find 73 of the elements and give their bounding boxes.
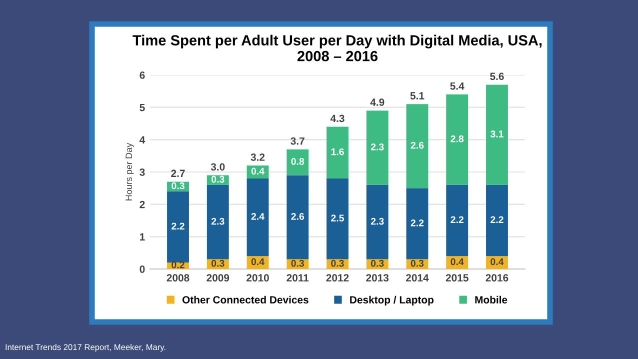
data-label: 2.2	[410, 219, 424, 226]
data-label: 2.3	[370, 143, 384, 150]
x-tick-label: 2016	[486, 274, 508, 282]
data-label: 0.3	[212, 260, 224, 267]
y-tick-label: 3	[140, 168, 145, 176]
bar	[446, 184, 468, 256]
bar	[246, 178, 269, 256]
y-tick-label: 2	[140, 200, 145, 208]
chart-title: Time Spent per Adult User per Day with Digital Media, USA, 2008 – 2016	[132, 34, 542, 62]
total-label: 3.2	[250, 154, 265, 161]
x-tick-label: 2014	[406, 274, 429, 282]
x-tick-label: 2011	[286, 274, 309, 282]
bar	[286, 175, 309, 260]
bar	[446, 94, 468, 185]
data-label: 0.4	[251, 168, 264, 175]
bar	[326, 178, 348, 260]
data-label: 2.6	[410, 142, 424, 149]
bar	[406, 188, 428, 260]
x-tick-label: 2012	[326, 274, 349, 282]
bar	[486, 84, 508, 185]
data-label: 2.5	[331, 214, 344, 222]
bar	[286, 149, 309, 176]
bar	[366, 110, 388, 185]
total-label: 4.9	[370, 98, 384, 106]
data-label: 0.2	[172, 261, 184, 268]
legend-label: Mobile	[475, 296, 508, 304]
data-label: 2.2	[490, 216, 504, 224]
x-tick-label: 2009	[206, 274, 230, 282]
data-label: 0.4	[450, 258, 464, 266]
x-tick-label: 2008	[166, 274, 190, 282]
data-label: 2.8	[450, 135, 464, 142]
data-label: 2.2	[450, 216, 464, 224]
y-axis-title: Hours per Day	[126, 142, 134, 200]
x-tick-label: 2015	[446, 274, 468, 282]
data-label: 0.3	[172, 182, 184, 190]
bar	[406, 104, 428, 188]
y-tick-label: 6	[140, 72, 145, 79]
bar	[486, 184, 508, 256]
bar	[366, 184, 388, 260]
total-label: 5.6	[490, 72, 504, 80]
x-tick-label: 2010	[246, 274, 269, 282]
data-label: 2.2	[172, 222, 184, 230]
legend-label: Other Connected Devices	[182, 296, 308, 304]
x-tick-label: 2013	[366, 274, 389, 282]
data-label: 2.4	[251, 212, 264, 220]
bar	[326, 126, 348, 178]
data-label: 0.3	[212, 176, 224, 183]
data-label: 0.3	[291, 260, 304, 267]
data-label: 0.4	[251, 258, 264, 266]
data-label: 2.3	[370, 218, 384, 225]
total-label: 5.1	[410, 92, 424, 100]
data-label: 1.6	[331, 148, 344, 156]
text: Internet Trends 2017 Report, Meeker, Mary.	[6, 344, 166, 352]
total-label: 5.4	[450, 82, 464, 90]
total-label: 3.0	[210, 163, 225, 171]
data-label: 0.3	[331, 260, 344, 267]
bar	[206, 184, 229, 260]
data-label: 2.6	[291, 212, 304, 220]
data-label: 0.3	[371, 260, 384, 267]
data-label: 0.4	[490, 258, 504, 266]
data-label: 2.3	[211, 218, 224, 225]
y-tick-label: 5	[140, 104, 145, 112]
total-label: 3.7	[290, 137, 304, 145]
data-label: 3.1	[490, 130, 504, 138]
data-label: 0.3	[410, 260, 424, 267]
bar	[167, 191, 189, 263]
y-tick-label: 0	[140, 266, 145, 273]
y-tick-label: 1	[140, 233, 145, 240]
y-tick-label: 4	[140, 136, 146, 144]
total-label: 4.3	[330, 114, 344, 122]
legend-label: Desktop / Laptop	[350, 296, 434, 306]
data-label: 0.8	[291, 158, 304, 165]
total-label: 2.7	[171, 170, 185, 177]
